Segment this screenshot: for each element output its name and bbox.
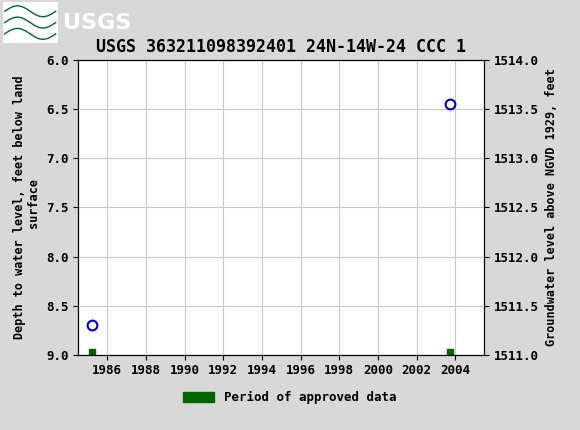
Bar: [3, 2, 58, 43]
Y-axis label: Groundwater level above NGVD 1929, feet: Groundwater level above NGVD 1929, feet: [545, 68, 557, 347]
Title: USGS 363211098392401 24N-14W-24 CCC 1: USGS 363211098392401 24N-14W-24 CCC 1: [96, 38, 466, 56]
Y-axis label: Depth to water level, feet below land
 surface: Depth to water level, feet below land su…: [13, 76, 41, 339]
Text: USGS: USGS: [63, 12, 131, 33]
Legend: Period of approved data: Period of approved data: [178, 386, 402, 409]
